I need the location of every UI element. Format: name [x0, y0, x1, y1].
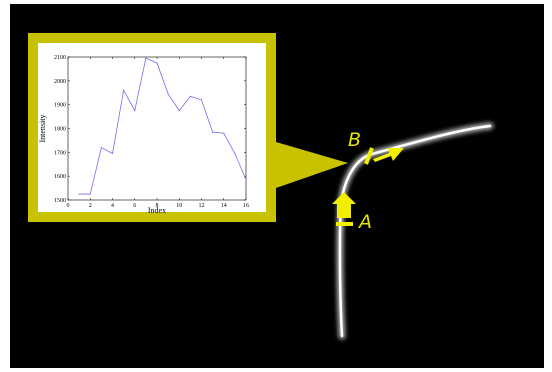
x-tick-label: 6	[133, 203, 136, 209]
y-tick-label: 1600	[54, 174, 66, 180]
fiber	[336, 122, 494, 340]
inset-panel	[38, 43, 266, 212]
data-point	[212, 131, 214, 133]
y-axis: 1500 1600 1700 1800 1900 2000 2100	[54, 55, 246, 204]
data-point	[100, 146, 102, 149]
series-line	[79, 57, 247, 195]
callout-wedge	[276, 142, 348, 188]
marker-a	[332, 192, 356, 226]
y-tick-label: 1900	[54, 103, 66, 109]
data-point	[111, 152, 114, 155]
x-tick-label: 8	[156, 203, 159, 209]
intensity-chart: 0 2 4 6 8 10 12 14 16 1500 1600 1700 1800 1900 2000 21…	[38, 55, 249, 215]
x-tick-label: 0	[67, 203, 70, 209]
x-tick-label: 14	[221, 203, 227, 209]
data-point	[78, 193, 80, 195]
data-point	[89, 193, 91, 195]
data-point	[189, 95, 191, 97]
y-tick-label: 2100	[54, 55, 66, 61]
x-tick-label: 10	[176, 203, 182, 209]
series-layer	[78, 57, 247, 195]
data-point	[123, 89, 125, 91]
x-tick-label: 12	[199, 203, 205, 209]
y-axis-title: Intensity	[38, 115, 47, 143]
marker-b-label: B	[348, 129, 361, 151]
x-tick-label: 2	[89, 203, 92, 209]
y-tick-label: 2000	[54, 79, 66, 85]
x-axis-title: Index	[148, 206, 166, 215]
data-point	[145, 57, 147, 59]
data-point	[156, 62, 158, 64]
data-point	[200, 99, 203, 101]
data-point	[134, 110, 136, 112]
data-point	[234, 152, 236, 155]
data-point	[178, 110, 180, 112]
marker-b	[364, 147, 404, 165]
data-point	[245, 179, 247, 181]
y-tick-label: 1500	[54, 198, 66, 204]
y-tick-label: 1800	[54, 127, 66, 133]
data-point	[223, 132, 225, 134]
y-tick-label: 1700	[54, 150, 66, 156]
x-tick-label: 4	[111, 203, 114, 209]
data-point	[167, 93, 169, 95]
x-axis: 0 2 4 6 8 10 12 14 16	[67, 57, 249, 209]
x-tick-label: 16	[243, 203, 249, 209]
marker-a-label: A	[357, 211, 372, 233]
